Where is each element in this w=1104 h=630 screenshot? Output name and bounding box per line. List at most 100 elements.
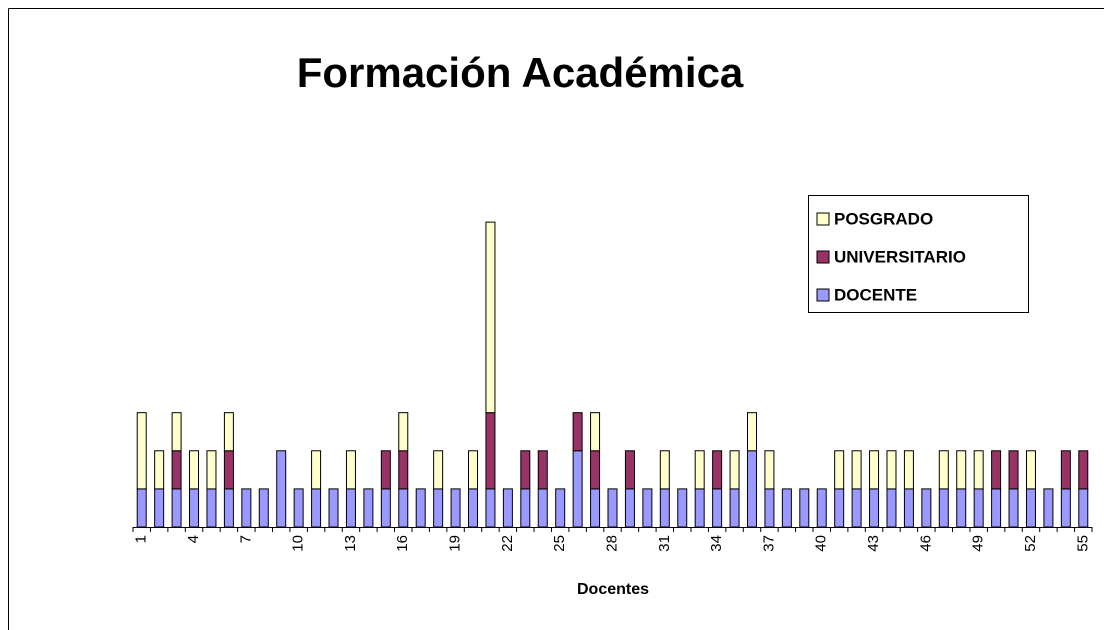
x-axis-title: Docentes [577,581,649,598]
bar-segment [956,488,967,528]
bar-segment [938,488,949,528]
bar-segment [415,488,426,528]
bar-segment [746,450,757,528]
bar-segment [398,450,409,490]
bar-segment [520,450,531,490]
bar-segment [171,488,182,528]
bar-segment [938,450,949,490]
legend-box [808,195,1029,313]
bar-segment [398,412,409,452]
bar-segment [171,450,182,490]
bar-segment [764,488,775,528]
x-tick-label: 49 [970,535,987,552]
bar-segment [746,412,757,452]
bar-segment [694,488,705,528]
bar-segment [328,488,339,528]
bar-segment [851,450,862,490]
bar-segment [764,450,775,490]
x-tick-label: 16 [394,535,411,552]
bar-segment [799,488,810,528]
legend-label: POSGRADO [834,209,933,228]
bar-segment [311,450,322,490]
bar-segment [345,450,356,490]
bar-segment [171,412,182,452]
bar-segment [659,450,670,490]
legend-label: UNIVERSITARIO [834,247,966,266]
bar-segment [485,221,496,414]
bar-segment [1025,450,1036,490]
bar-segment [886,488,897,528]
bar-segment [642,488,653,528]
bar-segment [607,488,618,528]
bar-segment [781,488,792,528]
bar-segment [712,450,723,490]
bar-segment [816,488,827,528]
bar-segment [276,450,287,528]
bar-segment [555,488,566,528]
bar-segment [1008,450,1019,490]
bar-segment [468,488,479,528]
bar-segment [712,488,723,528]
x-tick-label: 19 [447,535,464,552]
x-tick-label: 31 [656,535,673,552]
bar-segment [433,488,444,528]
bar-segment [886,450,897,490]
bar-segment [590,488,601,528]
bar-segment [869,450,880,490]
bar-segment [991,488,1002,528]
bar-segment [485,412,496,490]
bar-segment [694,450,705,490]
x-tick-label: 4 [185,535,202,543]
bar-segment [293,488,304,528]
bar-segment [851,488,862,528]
bar-segment [903,488,914,528]
bar-segment [206,488,217,528]
bar-segment [345,488,356,528]
bar-segment [136,488,147,528]
bar-segment [729,488,740,528]
bar-segment [485,488,496,528]
x-tick-label: 52 [1022,535,1039,552]
bar-segment [433,450,444,490]
x-tick-label: 37 [760,535,777,552]
bar-segment [311,488,322,528]
bar-segment [502,488,513,528]
bar-segment [1025,488,1036,528]
bar-segment [468,450,479,490]
x-tick-label: 40 [813,535,830,552]
bar-segment [223,488,234,528]
bar-segment [450,488,461,528]
bar-segment [677,488,688,528]
bar-segment [572,412,583,452]
bar-segment [363,488,374,528]
x-tick-label: 34 [708,535,725,552]
legend-swatch [816,250,830,264]
bar-segment [659,488,670,528]
bar-segment [991,450,1002,490]
x-tick-label: 28 [603,535,620,552]
x-tick-label: 7 [237,535,254,543]
x-tick-label: 25 [551,535,568,552]
bar-segment [154,488,165,528]
x-tick-label: 46 [917,535,934,552]
x-tick-label: 13 [342,535,359,552]
bar-segment [380,488,391,528]
bar-segment [1078,488,1089,528]
bar-segment [154,450,165,490]
bar-segment [398,488,409,528]
chart-title: Formación Académica [297,49,744,96]
bar-segment [590,412,601,452]
bar-segment [956,450,967,490]
bar-segment [1043,488,1054,528]
x-tick-label: 55 [1074,535,1091,552]
bar-segment [834,488,845,528]
bar-segment [729,450,740,490]
bar-segment [590,450,601,490]
bar-segment [1060,450,1071,490]
bar-segment [834,450,845,490]
bar-segment [520,488,531,528]
x-tick-label: 10 [290,535,307,552]
bar-segment [572,450,583,528]
bar-segment [869,488,880,528]
